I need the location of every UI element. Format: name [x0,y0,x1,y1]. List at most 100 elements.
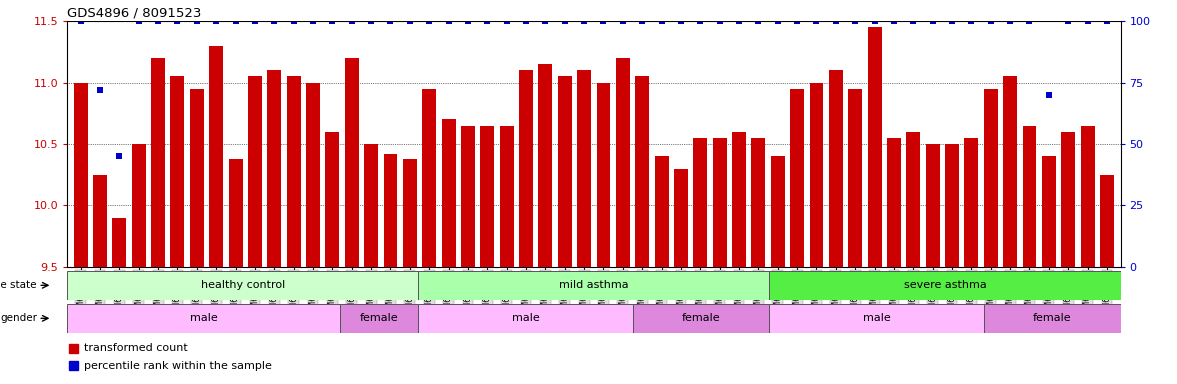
Text: female: female [1033,313,1071,323]
Point [284,18,302,24]
Point [187,18,206,24]
Point [787,18,806,24]
Bar [189,89,204,267]
Point [207,18,226,24]
Bar [423,89,437,267]
Bar [538,64,552,267]
Point [923,18,942,24]
Bar [636,76,650,267]
Point [478,18,497,24]
Bar [732,132,746,267]
Point [246,18,265,24]
Point [594,18,613,24]
Bar [67,304,340,333]
Bar [790,89,804,267]
Bar [74,83,87,267]
Text: mild asthma: mild asthma [559,280,629,290]
Bar [771,156,785,267]
Bar [751,138,765,267]
Point [982,18,1000,24]
Bar [418,271,770,300]
Bar [887,138,900,267]
Point [72,18,91,24]
Point [943,18,962,24]
Point [904,18,923,24]
Point [381,18,400,24]
Text: healthy control: healthy control [200,280,285,290]
Bar [68,361,78,370]
Text: male: male [863,313,891,323]
Point [826,18,845,24]
Bar [616,58,630,267]
Bar [558,76,572,267]
Bar [345,58,359,267]
Bar [1080,126,1095,267]
Bar [654,156,669,267]
Text: percentile rank within the sample: percentile rank within the sample [84,361,272,371]
Bar [829,70,843,267]
Point [691,18,710,24]
Bar [340,304,418,333]
Bar [867,27,882,267]
Point [517,18,536,24]
Text: GDS4896 / 8091523: GDS4896 / 8091523 [67,7,201,20]
Point [1039,92,1058,98]
Point [1097,18,1116,24]
Bar [1100,175,1113,267]
Bar [633,304,770,333]
Bar [849,89,863,267]
Bar [403,159,417,267]
Bar [906,132,920,267]
Point [769,18,787,24]
Point [652,18,671,24]
Bar [480,126,494,267]
Point [1059,18,1078,24]
Bar [810,83,824,267]
Point [846,18,865,24]
Text: gender: gender [0,313,36,323]
Point [556,18,574,24]
Bar [68,344,78,353]
Bar [925,144,939,267]
Bar [964,138,978,267]
Bar [171,76,185,267]
Text: disease state: disease state [0,280,36,290]
Bar [93,175,107,267]
Point [807,18,826,24]
Point [1020,18,1039,24]
Bar [210,46,224,267]
Bar [418,304,633,333]
Bar [519,70,533,267]
Point [1078,18,1097,24]
Bar [151,58,165,267]
Point [361,18,380,24]
Point [343,18,361,24]
Point [633,18,652,24]
Bar [577,70,591,267]
Bar [461,126,474,267]
Bar [713,138,726,267]
Point [148,18,167,24]
Bar [267,70,281,267]
Point [322,18,341,24]
Point [749,18,767,24]
Point [962,18,980,24]
Bar [132,144,146,267]
Point [865,18,884,24]
Point [613,18,632,24]
Point [497,18,516,24]
Bar [112,218,126,267]
Bar [384,154,398,267]
Point [672,18,691,24]
Text: female: female [681,313,720,323]
Text: male: male [512,313,539,323]
Bar [441,119,455,267]
Point [265,18,284,24]
Bar [1023,126,1037,267]
Point [304,18,322,24]
Bar [674,169,687,267]
Text: severe asthma: severe asthma [904,280,986,290]
Bar [1042,156,1056,267]
Bar [945,144,959,267]
Point [91,87,109,93]
